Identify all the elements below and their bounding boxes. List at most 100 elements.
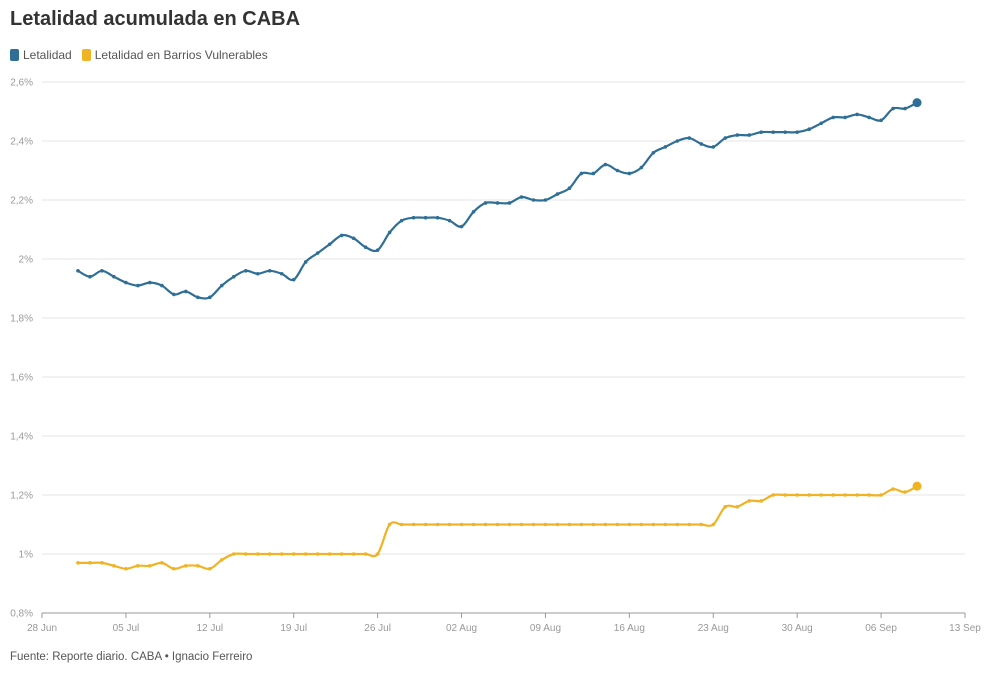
data-point-barrios-vulnerables (639, 522, 644, 527)
data-point-barrios-vulnerables (112, 564, 116, 568)
data-point-barrios-vulnerables (555, 522, 560, 527)
data-point-barrios-vulnerables (591, 522, 596, 527)
data-point-barrios-vulnerables (675, 522, 680, 527)
data-point-barrios-vulnerables (291, 552, 296, 556)
x-tick-label: 26 Jul (364, 623, 391, 634)
data-point-letalidad (124, 280, 128, 285)
data-point-letalidad (555, 192, 560, 196)
data-point-barrios-vulnerables (231, 552, 236, 556)
data-point-letalidad (627, 171, 632, 176)
data-point-letalidad (903, 106, 907, 111)
data-point-letalidad (375, 248, 380, 252)
y-tick-label: 2,6% (10, 78, 33, 89)
data-point-barrios-vulnerables (663, 522, 668, 527)
data-point-barrios-vulnerables (531, 522, 536, 527)
data-point-letalidad (351, 236, 356, 241)
data-point-barrios-vulnerables (771, 493, 776, 497)
data-point-letalidad (783, 130, 787, 134)
x-tick-label: 30 Aug (782, 623, 813, 634)
x-tick-label: 09 Aug (530, 623, 561, 634)
data-point-barrios-vulnerables (243, 552, 248, 556)
data-point-barrios-vulnerables (903, 490, 907, 494)
data-point-letalidad (711, 145, 716, 149)
data-point-barrios-vulnerables (315, 552, 320, 556)
legend-item-barrios-vulnerables[interactable]: Letalidad en Barrios Vulnerables (81, 48, 268, 62)
data-point-letalidad (435, 215, 440, 220)
data-point-barrios-vulnerables (831, 493, 835, 497)
x-tick-label: 16 Aug (614, 623, 645, 634)
data-point-letalidad (172, 292, 176, 297)
y-tick-label: 2,4% (10, 137, 33, 148)
data-point-barrios-vulnerables (255, 552, 260, 556)
data-point-letalidad (112, 274, 116, 279)
data-point-letalidad (819, 121, 823, 126)
data-point-letalidad (411, 215, 416, 220)
source-footer: Fuente: Reporte diario. CABA • Ignacio F… (10, 651, 253, 663)
data-point-letalidad (699, 142, 704, 146)
data-point-barrios-vulnerables (495, 522, 500, 527)
data-point-barrios-vulnerables (196, 564, 200, 568)
x-tick-label: 12 Jul (196, 623, 223, 634)
data-point-barrios-vulnerables (435, 522, 440, 527)
data-point-barrios-vulnerables (651, 522, 656, 527)
x-tick-label: 23 Aug (698, 623, 729, 634)
data-point-barrios-vulnerables (423, 522, 428, 527)
data-point-letalidad (88, 274, 92, 279)
data-point-letalidad (387, 230, 392, 235)
data-point-letalidad (855, 112, 859, 117)
legend-label-barrios-vulnerables: Letalidad en Barrios Vulnerables (94, 48, 268, 62)
series-line-letalidad (77, 101, 918, 300)
data-point-letalidad (495, 201, 500, 205)
data-point-letalidad (531, 198, 536, 202)
data-point-barrios-vulnerables (411, 522, 416, 527)
data-point-barrios-vulnerables (687, 522, 692, 527)
data-point-letalidad (423, 215, 428, 220)
data-point-letalidad (543, 198, 548, 202)
data-point-letalidad (184, 289, 188, 294)
data-point-barrios-vulnerables (795, 493, 799, 497)
y-tick-label: 0,8% (10, 609, 33, 620)
data-point-barrios-vulnerables (867, 493, 871, 497)
data-point-barrios-vulnerables (819, 493, 823, 497)
data-point-letalidad (675, 139, 680, 143)
data-point-barrios-vulnerables (459, 522, 464, 527)
data-point-letalidad (687, 136, 692, 140)
data-point-letalidad (279, 271, 284, 276)
data-point-barrios-vulnerables (184, 564, 188, 568)
data-point-barrios-vulnerables (303, 552, 308, 556)
data-point-letalidad (267, 269, 272, 273)
data-point-barrios-vulnerables (843, 493, 847, 497)
data-point-barrios-vulnerables (627, 522, 632, 527)
x-tick-label: 28 Jun (27, 623, 57, 634)
series-endpoint-letalidad (912, 98, 922, 108)
data-point-barrios-vulnerables (267, 552, 272, 556)
data-point-letalidad (291, 277, 296, 282)
data-point-letalidad (639, 165, 644, 170)
data-point-letalidad (303, 260, 308, 264)
data-point-barrios-vulnerables (483, 522, 488, 527)
data-point-letalidad (483, 201, 488, 205)
legend-item-letalidad[interactable]: Letalidad (10, 48, 72, 62)
y-tick-label: 1% (19, 550, 34, 561)
series-line-barrios-vulnerables (77, 485, 918, 571)
data-point-letalidad (507, 201, 512, 205)
data-point-barrios-vulnerables (699, 522, 704, 527)
data-point-barrios-vulnerables (399, 522, 404, 527)
data-point-barrios-vulnerables (76, 561, 80, 565)
data-point-barrios-vulnerables (471, 522, 476, 527)
data-point-letalidad (879, 118, 883, 123)
data-point-letalidad (471, 210, 476, 214)
data-point-barrios-vulnerables (723, 505, 728, 509)
data-point-barrios-vulnerables (124, 566, 128, 571)
data-point-barrios-vulnerables (148, 564, 152, 568)
data-point-barrios-vulnerables (351, 552, 356, 556)
data-point-barrios-vulnerables (615, 522, 620, 527)
data-point-letalidad (231, 274, 236, 279)
data-point-letalidad (100, 269, 104, 273)
data-point-letalidad (891, 106, 895, 111)
data-point-barrios-vulnerables (519, 522, 524, 527)
x-tick-label: 19 Jul (280, 623, 307, 634)
y-tick-label: 2% (19, 255, 34, 266)
y-tick-label: 1,8% (10, 314, 33, 325)
